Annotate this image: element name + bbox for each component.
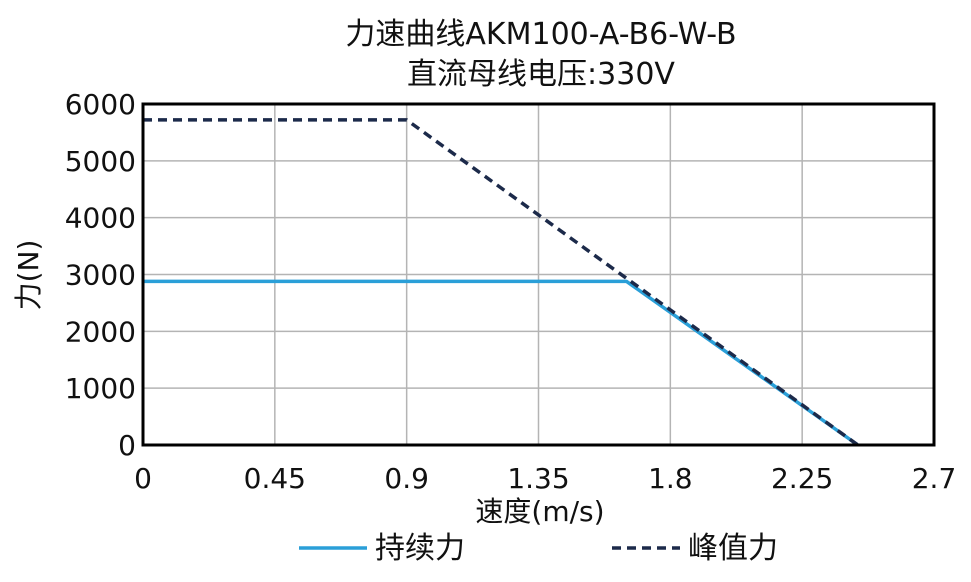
x-axis-label: 速度(m/s)	[475, 495, 604, 528]
y-tick-label: 6000	[65, 88, 136, 121]
legend-label-1: 峰值力	[688, 531, 778, 566]
x-axis-ticks: 0 0.45 0.9 1.35 1.8 2.25 2.7	[134, 462, 956, 495]
series-line-0	[143, 279, 859, 447]
legend-label-0: 持续力	[375, 531, 465, 566]
y-tick-label: 3000	[65, 259, 136, 292]
x-tick-label: 1.8	[648, 462, 693, 495]
y-tick-label: 1000	[65, 372, 136, 405]
y-tick-label: 4000	[65, 202, 136, 235]
series-lines	[143, 118, 859, 447]
x-tick-label: 2.7	[912, 462, 957, 495]
x-tick-label: 1.35	[507, 462, 569, 495]
x-tick-label: 0.45	[244, 462, 306, 495]
y-axis-label: 力(N)	[12, 240, 45, 311]
legend: 持续力 峰值力	[299, 531, 778, 566]
chart-title: 力速曲线AKM100-A-B6-W-B	[345, 17, 736, 52]
series-line-1	[143, 118, 859, 447]
y-tick-label: 2000	[65, 315, 136, 348]
plot-frame	[141, 102, 936, 447]
grid-lines	[142, 103, 935, 446]
x-tick-label: 2.25	[771, 462, 833, 495]
x-tick-label: 0.9	[384, 462, 429, 495]
chart-subtitle: 直流母线电压:330V	[407, 57, 675, 92]
y-tick-label: 0	[118, 429, 136, 462]
y-axis-ticks: 0 1000 2000 3000 4000 5000 6000	[65, 88, 136, 462]
x-tick-label: 0	[134, 462, 152, 495]
y-tick-label: 5000	[65, 145, 136, 178]
